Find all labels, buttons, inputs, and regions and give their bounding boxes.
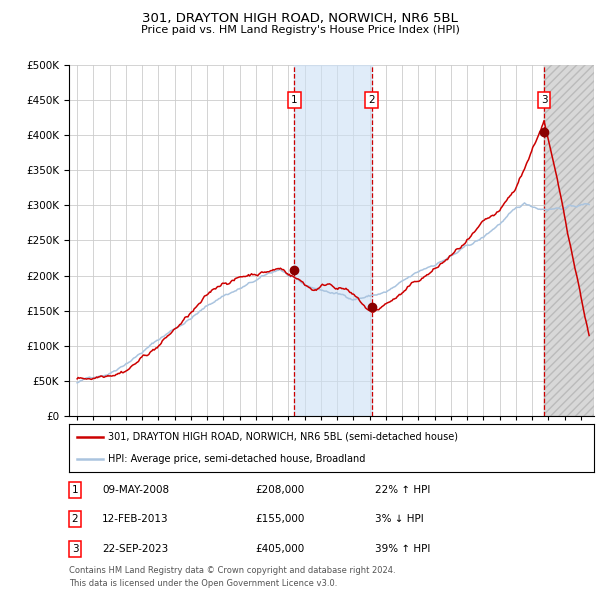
Text: 2: 2: [368, 95, 375, 105]
Text: £208,000: £208,000: [255, 485, 304, 494]
Text: Price paid vs. HM Land Registry's House Price Index (HPI): Price paid vs. HM Land Registry's House …: [140, 25, 460, 35]
Text: This data is licensed under the Open Government Licence v3.0.: This data is licensed under the Open Gov…: [69, 579, 337, 588]
Text: 09-MAY-2008: 09-MAY-2008: [102, 485, 169, 494]
Text: HPI: Average price, semi-detached house, Broadland: HPI: Average price, semi-detached house,…: [109, 454, 366, 464]
Text: 22-SEP-2023: 22-SEP-2023: [102, 544, 168, 553]
Text: 1: 1: [71, 485, 79, 494]
Text: 3: 3: [541, 95, 547, 105]
Text: £405,000: £405,000: [255, 544, 304, 553]
Text: 1: 1: [291, 95, 298, 105]
Text: 22% ↑ HPI: 22% ↑ HPI: [375, 485, 430, 494]
Bar: [294, 65, 371, 416]
Text: 2: 2: [71, 514, 79, 524]
Bar: [544, 65, 594, 416]
Text: 3: 3: [71, 544, 79, 553]
Text: 3% ↓ HPI: 3% ↓ HPI: [375, 514, 424, 524]
Text: 12-FEB-2013: 12-FEB-2013: [102, 514, 169, 524]
Text: Contains HM Land Registry data © Crown copyright and database right 2024.: Contains HM Land Registry data © Crown c…: [69, 566, 395, 575]
Text: 301, DRAYTON HIGH ROAD, NORWICH, NR6 5BL (semi-detached house): 301, DRAYTON HIGH ROAD, NORWICH, NR6 5BL…: [109, 432, 458, 442]
Text: 301, DRAYTON HIGH ROAD, NORWICH, NR6 5BL: 301, DRAYTON HIGH ROAD, NORWICH, NR6 5BL: [142, 12, 458, 25]
Text: £155,000: £155,000: [255, 514, 304, 524]
Text: 39% ↑ HPI: 39% ↑ HPI: [375, 544, 430, 553]
